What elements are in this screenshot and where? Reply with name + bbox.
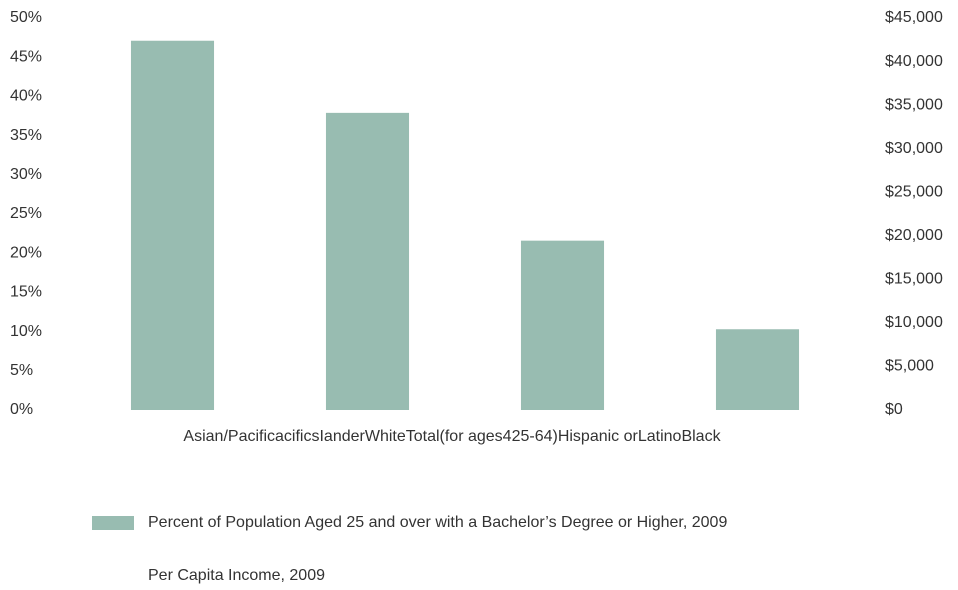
y2-tick-label: $15,000 bbox=[885, 271, 943, 288]
y-tick-label: 35% bbox=[10, 127, 42, 144]
y2-tick-label: $35,000 bbox=[885, 96, 943, 113]
y-tick-label: 5% bbox=[10, 362, 33, 379]
y2-tick-label: $5,000 bbox=[885, 358, 934, 375]
y-tick-label: 0% bbox=[10, 401, 33, 418]
y-tick-label: 15% bbox=[10, 284, 42, 301]
y2-tick-label: $25,000 bbox=[885, 183, 943, 200]
bar bbox=[130, 40, 215, 411]
legend-swatch bbox=[92, 516, 134, 530]
y2-tick-label: $20,000 bbox=[885, 227, 943, 244]
y-tick-label: 50% bbox=[10, 9, 42, 26]
y-tick-label: 10% bbox=[10, 323, 42, 340]
y2-tick-label: $0 bbox=[885, 401, 903, 418]
bar bbox=[715, 329, 800, 410]
bar bbox=[325, 112, 410, 410]
y2-tick-label: $30,000 bbox=[885, 140, 943, 157]
legend-label: Percent of Population Aged 25 and over w… bbox=[148, 514, 727, 531]
bar bbox=[520, 240, 605, 410]
y-tick-label: 40% bbox=[10, 88, 42, 105]
y-tick-label: 25% bbox=[10, 205, 42, 222]
y-tick-label: 30% bbox=[10, 166, 42, 183]
x-axis-label: Asian/PacificacificsIanderWhiteTotal(for… bbox=[183, 428, 721, 445]
y2-tick-label: $45,000 bbox=[885, 9, 943, 26]
y-tick-label: 45% bbox=[10, 48, 42, 65]
y-tick-label: 20% bbox=[10, 244, 42, 261]
y2-tick-label: $10,000 bbox=[885, 314, 943, 331]
legend-label: Per Capita Income, 2009 bbox=[148, 567, 325, 584]
y2-tick-label: $40,000 bbox=[885, 53, 943, 70]
